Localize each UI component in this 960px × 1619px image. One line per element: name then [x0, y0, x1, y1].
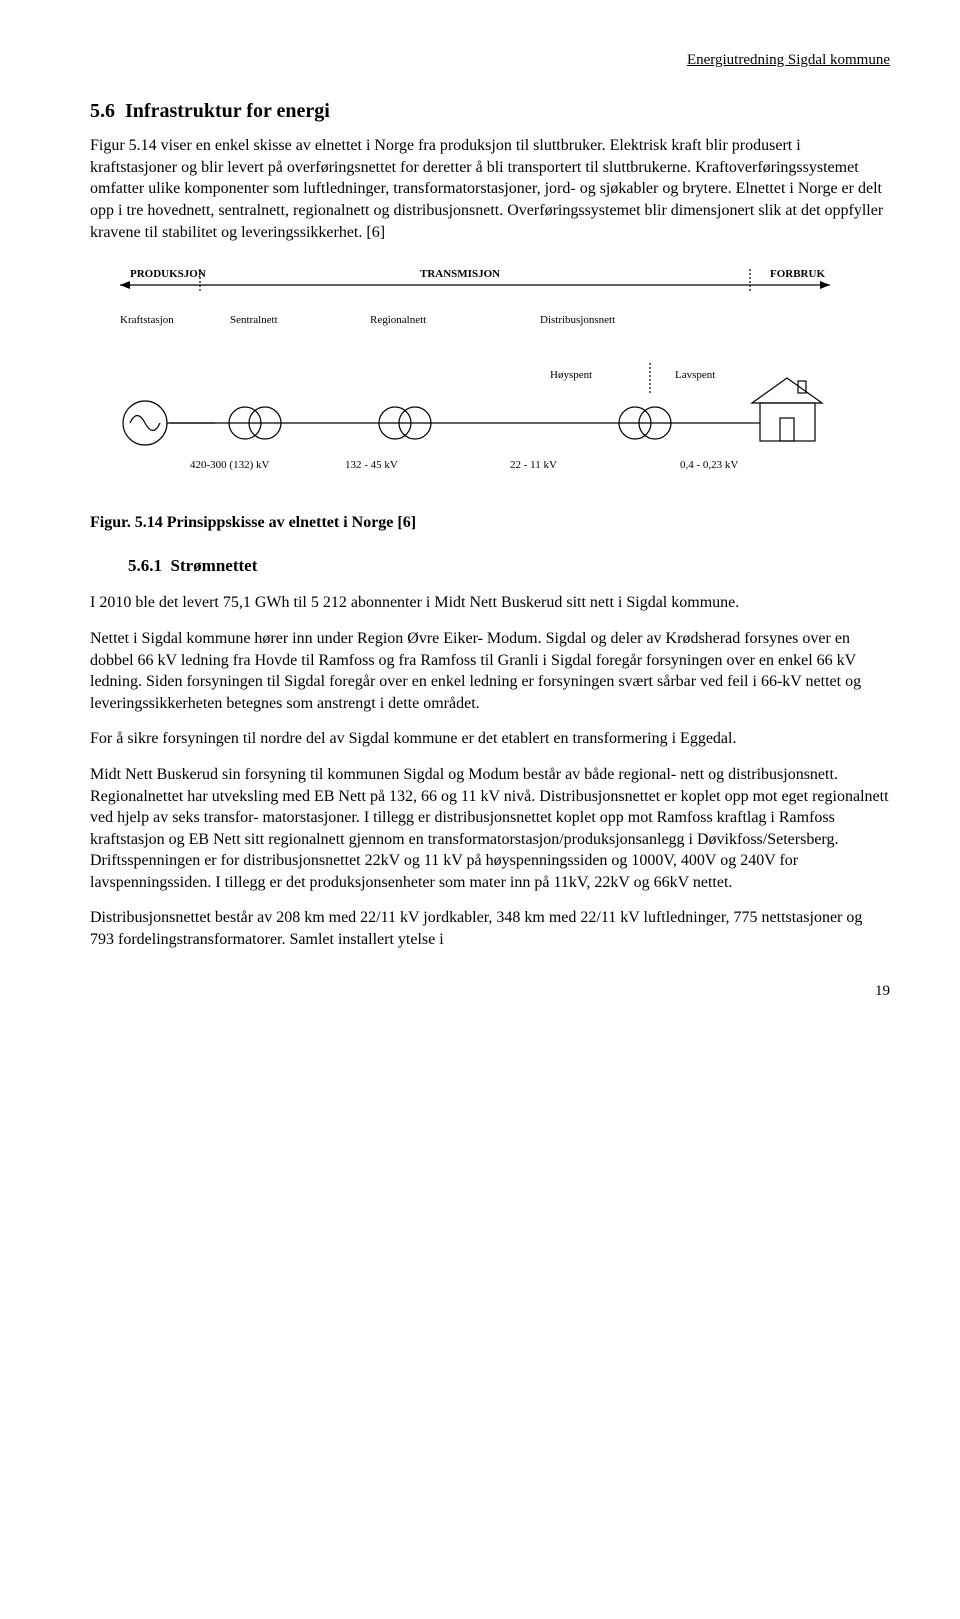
section-heading: 5.6 Infrastruktur for energi — [90, 98, 890, 125]
label-sentralnett: Sentralnett — [230, 314, 278, 326]
label-distribusjonsnett: Distribusjonsnett — [540, 314, 615, 326]
label-hoyspent: Høyspent — [550, 369, 592, 381]
kv-label-1: 420-300 (132) kV — [190, 459, 269, 471]
grid-diagram-svg: PRODUKSJON TRANSMISJON FORBRUK Kraftstas… — [90, 263, 850, 483]
label-transmisjon: TRANSMISJON — [420, 268, 500, 280]
house-icon — [752, 378, 822, 441]
body-paragraph-3: For å sikre forsyningen til nordre del a… — [90, 728, 890, 750]
kv-label-4: 0,4 - 0,23 kV — [680, 459, 738, 471]
label-kraftstasjon: Kraftstasjon — [120, 314, 174, 326]
running-header: Energiutredning Sigdal kommune — [90, 50, 890, 70]
intro-paragraph: Figur 5.14 viser en enkel skisse av elne… — [90, 135, 890, 243]
body-paragraph-4: Midt Nett Buskerud sin forsyning til kom… — [90, 764, 890, 894]
label-forbruk: FORBRUK — [770, 268, 825, 280]
body-paragraph-2: Nettet i Sigdal kommune hører inn under … — [90, 628, 890, 714]
label-regionalnett: Regionalnett — [370, 314, 426, 326]
section-number: 5.6 — [90, 100, 115, 122]
label-produksjon: PRODUKSJON — [130, 268, 206, 280]
label-lavspent: Lavspent — [675, 369, 715, 381]
subsection-title: Strømnettet — [171, 556, 258, 575]
kv-label-3: 22 - 11 kV — [510, 459, 557, 471]
body-paragraph-1: I 2010 ble det levert 75,1 GWh til 5 212… — [90, 592, 890, 614]
kv-label-2: 132 - 45 kV — [345, 459, 398, 471]
section-title: Infrastruktur for energi — [125, 100, 330, 122]
figure-caption: Figur. 5.14 Prinsippskisse av elnettet i… — [90, 512, 890, 534]
subsection-number: 5.6.1 — [128, 556, 162, 575]
body-paragraph-5: Distribusjonsnettet består av 208 km med… — [90, 907, 890, 950]
subsection-heading: 5.6.1 Strømnettet — [128, 555, 890, 578]
grid-diagram: PRODUKSJON TRANSMISJON FORBRUK Kraftstas… — [90, 263, 890, 490]
page-number: 19 — [90, 981, 890, 1001]
